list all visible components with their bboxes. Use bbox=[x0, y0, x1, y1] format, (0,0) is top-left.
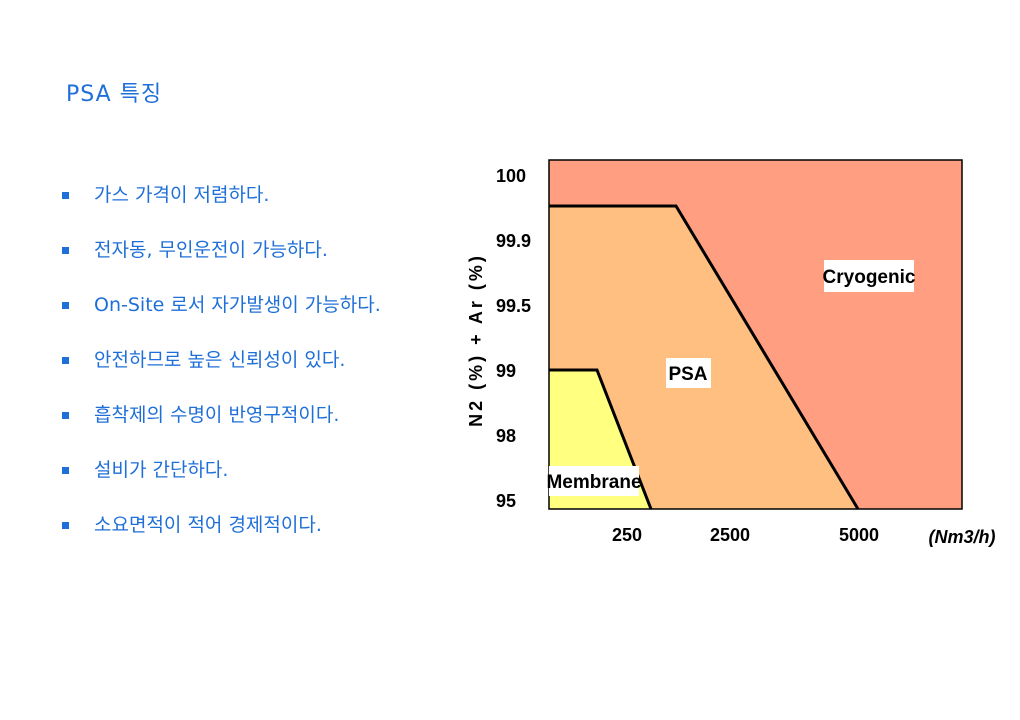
bullet-icon bbox=[62, 192, 69, 199]
list-item-text: 설비가 간단하다. bbox=[94, 459, 229, 481]
y-tick-label: 98 bbox=[496, 426, 516, 446]
cryogenic-label: Cryogenic bbox=[823, 267, 916, 288]
list-item-text: On-Site 로서 자가발생이 가능하다. bbox=[94, 294, 381, 316]
membrane-label: Membrane bbox=[546, 472, 641, 493]
x-tick-label: 2500 bbox=[710, 525, 750, 545]
y-tick-label: 99.5 bbox=[496, 296, 531, 316]
bullet-icon bbox=[62, 522, 69, 529]
list-item-text: 전자동, 무인운전이 가능하다. bbox=[94, 239, 328, 261]
x-tick-label: 250 bbox=[612, 525, 642, 545]
list-item-text: 안전하므로 높은 신뢰성이 있다. bbox=[94, 349, 346, 371]
membrane-boundary-line bbox=[549, 368, 653, 510]
psa-label: PSA bbox=[668, 364, 707, 385]
x-axis-label: (Nm3/h) bbox=[929, 527, 996, 547]
y-tick-label: 99 bbox=[496, 361, 516, 381]
bullet-icon bbox=[62, 357, 69, 364]
bullet-icon bbox=[62, 467, 69, 474]
bullet-icon bbox=[62, 412, 69, 419]
bullet-icon bbox=[62, 247, 69, 254]
psa-label-box bbox=[666, 358, 711, 388]
list-item-text: 소요면적이 적어 경제적이다. bbox=[94, 514, 322, 536]
y-tick-label: 100 bbox=[496, 166, 526, 186]
psa-boundary-line bbox=[549, 204, 860, 510]
list-item-text: 가스 가격이 저렴하다. bbox=[94, 184, 270, 206]
y-tick-label: 95 bbox=[496, 491, 516, 511]
plot-frame bbox=[548, 159, 963, 510]
page-title: PSA 특징 bbox=[66, 82, 163, 107]
y-tick-label: 99.9 bbox=[496, 231, 531, 251]
bullet-icon bbox=[62, 302, 69, 309]
psa-region bbox=[549, 206, 858, 509]
membrane-label-box bbox=[549, 466, 639, 496]
x-tick-label: 5000 bbox=[839, 525, 879, 545]
y-axis-label: N2 (%) + Ar (%) bbox=[466, 253, 486, 427]
list-item-text: 흡착제의 수명이 반영구적이다. bbox=[94, 404, 340, 426]
cryogenic-label-box bbox=[824, 260, 914, 292]
